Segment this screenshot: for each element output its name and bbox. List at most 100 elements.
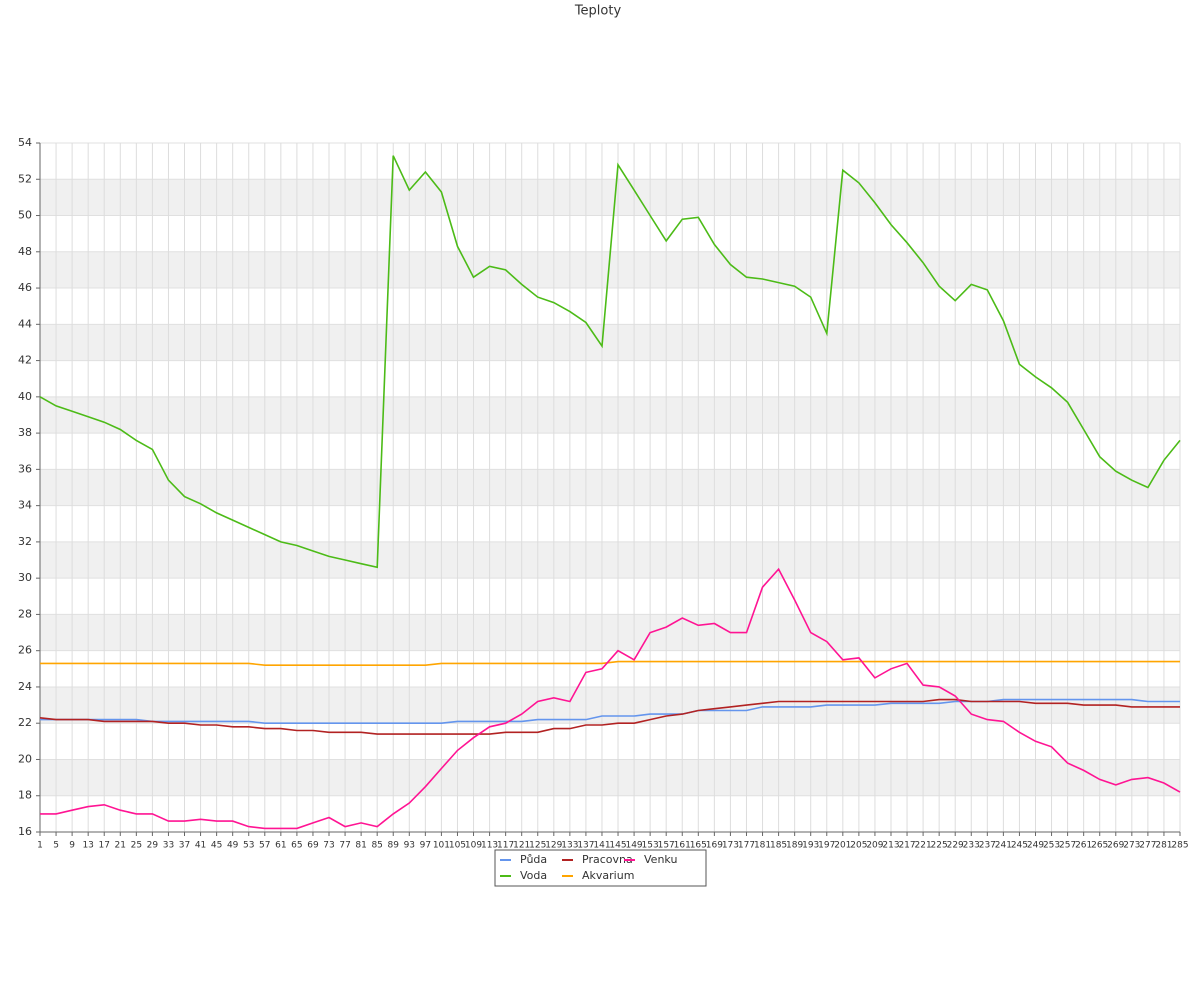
x-tick-label: 93 (404, 841, 415, 851)
grid-band (40, 179, 1180, 216)
x-tick-label: 197 (818, 841, 835, 851)
x-tick-label: 121 (513, 841, 530, 851)
x-tick-label: 61 (275, 841, 286, 851)
x-tick-label: 89 (388, 841, 400, 851)
x-tick-label: 213 (882, 841, 899, 851)
y-tick-label: 20 (18, 752, 32, 765)
x-tick-label: 125 (529, 841, 546, 851)
grid-band (40, 614, 1180, 651)
x-tick-label: 233 (963, 841, 980, 851)
grid-band (40, 686, 1180, 724)
x-tick-label: 85 (371, 841, 382, 851)
x-tick-label: 285 (1171, 841, 1188, 851)
y-tick-label: 44 (18, 317, 32, 330)
x-tick-label: 221 (915, 841, 932, 851)
x-tick-label: 217 (898, 841, 915, 851)
x-tick-label: 277 (1139, 841, 1156, 851)
x-tick-label: 169 (706, 841, 723, 851)
legend-label: Akvarium (582, 869, 634, 882)
x-tick-label: 165 (690, 841, 707, 851)
y-tick-label: 46 (18, 281, 32, 294)
x-tick-label: 249 (1027, 841, 1044, 851)
x-tick-label: 37 (179, 841, 190, 851)
x-tick-label: 245 (1011, 841, 1028, 851)
y-tick-label: 34 (18, 499, 32, 512)
chart-title: Teploty (574, 4, 622, 19)
x-tick-label: 49 (227, 841, 239, 851)
x-tick-label: 5 (53, 841, 59, 851)
x-tick-label: 73 (323, 841, 334, 851)
x-tick-label: 181 (754, 841, 771, 851)
x-tick-label: 53 (243, 841, 254, 851)
x-tick-label: 29 (147, 841, 159, 851)
x-tick-label: 1 (37, 841, 43, 851)
x-tick-label: 97 (420, 841, 431, 851)
x-tick-label: 45 (211, 841, 222, 851)
y-tick-label: 38 (18, 426, 32, 439)
y-tick-label: 22 (18, 716, 32, 729)
x-tick-label: 177 (738, 841, 755, 851)
legend (494, 849, 707, 887)
x-tick-label: 129 (545, 841, 562, 851)
x-tick-label: 153 (642, 841, 659, 851)
x-tick-label: 25 (131, 841, 142, 851)
y-tick-label: 48 (18, 245, 32, 258)
x-tick-label: 9 (69, 841, 75, 851)
grid-band (40, 759, 1180, 796)
x-tick-label: 185 (770, 841, 787, 851)
y-tick-label: 30 (18, 571, 32, 584)
grid-band (40, 324, 1180, 361)
x-tick-label: 13 (82, 841, 93, 851)
x-tick-label: 77 (339, 841, 350, 851)
x-tick-label: 161 (674, 841, 691, 851)
x-tick-label: 189 (786, 841, 803, 851)
x-tick-label: 157 (658, 841, 675, 851)
y-tick-label: 24 (18, 680, 32, 693)
x-tick-label: 193 (802, 841, 819, 851)
y-tick-label: 52 (18, 172, 32, 185)
x-tick-label: 265 (1091, 841, 1108, 851)
x-tick-label: 117 (497, 841, 514, 851)
x-tick-label: 57 (259, 841, 270, 851)
x-tick-label: 17 (98, 841, 109, 851)
x-tick-label: 113 (481, 841, 498, 851)
y-tick-label: 36 (18, 462, 32, 475)
x-tick-label: 33 (163, 841, 174, 851)
x-tick-label: 241 (995, 841, 1012, 851)
x-tick-label: 69 (307, 841, 319, 851)
x-tick-label: 109 (465, 841, 482, 851)
x-tick-label: 269 (1107, 841, 1124, 851)
x-tick-label: 201 (834, 841, 851, 851)
series-line (40, 567, 1181, 830)
grid-band (40, 396, 1180, 434)
grid-band (40, 541, 1180, 579)
x-tick-label: 149 (625, 841, 642, 851)
x-tick-label: 173 (722, 841, 739, 851)
x-tick-label: 225 (931, 841, 948, 851)
x-tick-label: 137 (577, 841, 594, 851)
series-line (39, 155, 1181, 569)
legend-label: Pracovna (582, 853, 633, 866)
y-tick-label: 54 (18, 136, 32, 149)
x-tick-label: 229 (947, 841, 964, 851)
x-tick-label: 145 (609, 841, 626, 851)
y-tick-label: 28 (18, 607, 32, 620)
y-tick-label: 40 (18, 390, 32, 403)
x-tick-label: 133 (561, 841, 578, 851)
y-tick-label: 16 (18, 825, 32, 838)
series-line (39, 698, 1180, 735)
x-tick-label: 101 (433, 841, 450, 851)
x-tick-label: 65 (291, 841, 302, 851)
x-tick-label: 105 (449, 841, 466, 851)
y-tick-label: 32 (18, 535, 32, 548)
x-tick-label: 281 (1155, 841, 1172, 851)
legend-label: Venku (644, 853, 677, 866)
x-tick-label: 209 (866, 841, 883, 851)
x-tick-label: 141 (593, 841, 610, 851)
x-tick-label: 41 (195, 841, 206, 851)
x-tick-label: 237 (979, 841, 996, 851)
legend-label: Půda (520, 853, 547, 866)
y-tick-label: 42 (18, 354, 32, 367)
x-tick-label: 257 (1059, 841, 1076, 851)
